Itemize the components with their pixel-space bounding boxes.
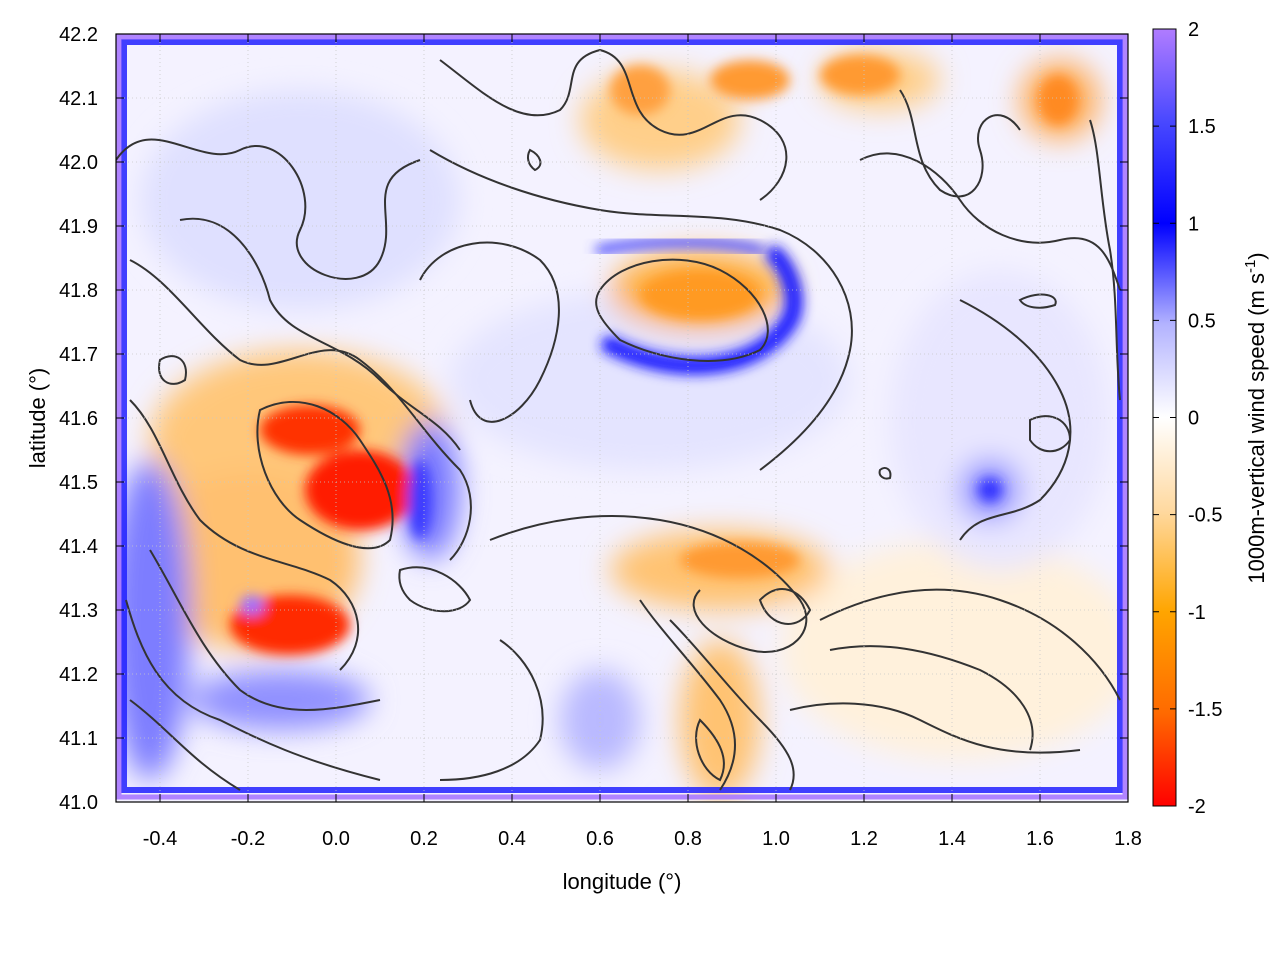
colorbar-tick-label: 0 xyxy=(1188,408,1199,430)
y-tick-label: 41.6 xyxy=(59,408,98,430)
contour-line xyxy=(526,148,542,172)
colorbar-tick-label: 1.5 xyxy=(1188,116,1216,138)
x-tick-label: 1.8 xyxy=(1114,828,1142,850)
heatmap-blob xyxy=(978,478,1002,502)
y-axis: 41.0 41.1 41.2 41.3 41.4 41.5 41.6 41.7 41.8 41.9… xyxy=(59,24,1128,814)
y-tick-label: 41.7 xyxy=(59,344,98,366)
heatmap-cores xyxy=(230,55,1078,655)
heatmap-blob xyxy=(116,460,190,780)
colorbar-tick-label: -2 xyxy=(1188,796,1206,818)
y-tick-label: 41.8 xyxy=(59,280,98,302)
y-tick-label: 41.3 xyxy=(59,600,98,622)
contour-line xyxy=(639,599,736,791)
x-axis-label: longitude (°) xyxy=(563,869,682,894)
colorbar-label-main: 1000m-vertical wind speed (m s xyxy=(1244,273,1269,584)
contour-line xyxy=(439,48,788,201)
heatmap-blob xyxy=(610,65,670,115)
contour-line xyxy=(819,588,1121,701)
heatmap-blob xyxy=(890,270,1110,570)
heatmap-blob xyxy=(450,290,850,470)
y-tick-label: 41.9 xyxy=(59,216,98,238)
heatmap-blob xyxy=(1038,75,1078,125)
colorbar-tick-label: 0.5 xyxy=(1188,310,1216,332)
terrain-contours xyxy=(116,48,1121,791)
colorbar-tick-label: 1 xyxy=(1188,213,1199,235)
y-tick-label: 41.0 xyxy=(59,792,98,814)
contour-line xyxy=(489,515,808,653)
heatmap-blob xyxy=(305,450,415,530)
colorbar-tick-label: 2 xyxy=(1188,19,1199,41)
x-axis: -0.4 -0.2 0.0 0.2 0.4 0.6 0.8 1.0 1.2 1.4 1.6 1.8 xyxy=(143,34,1142,850)
contour-line xyxy=(595,258,769,362)
contour-line xyxy=(1089,119,1121,401)
x-tick-label: -0.2 xyxy=(231,828,265,850)
x-tick-label: 0.2 xyxy=(410,828,438,850)
x-tick-label: 1.2 xyxy=(850,828,878,850)
x-tick-label: 0.4 xyxy=(498,828,526,850)
x-tick-label: 0.8 xyxy=(674,828,702,850)
x-tick-label: 1.0 xyxy=(762,828,790,850)
contour-line xyxy=(256,401,394,550)
contour-line xyxy=(439,639,544,781)
heatmap-blob xyxy=(260,405,360,455)
heatmap-field xyxy=(116,34,1128,802)
x-tick-label: 0.6 xyxy=(586,828,614,850)
contour-line xyxy=(695,718,725,782)
heatmap-arc xyxy=(595,237,765,255)
contour-line xyxy=(179,217,461,451)
y-tick-label: 41.5 xyxy=(59,472,98,494)
contour-line xyxy=(899,89,1021,198)
y-tick-label: 42.1 xyxy=(59,88,98,110)
y-tick-label: 41.1 xyxy=(59,728,98,750)
contour-line xyxy=(429,149,853,471)
contour-line xyxy=(789,702,1081,754)
heatmap-blob xyxy=(140,90,460,310)
heatmap-blob xyxy=(190,670,370,730)
contour-line xyxy=(859,152,1121,291)
x-tick-label: 1.6 xyxy=(1026,828,1054,850)
contour-line xyxy=(149,549,381,711)
heatmap-blob xyxy=(240,595,264,615)
colorbar-tick-label: -0.5 xyxy=(1188,505,1222,527)
heatmap-border xyxy=(116,34,1128,800)
heatmap-arc xyxy=(601,246,803,375)
heatmap-blob xyxy=(680,640,760,800)
heatmap-blob xyxy=(560,670,640,770)
x-tick-label: -0.4 xyxy=(143,828,177,850)
contour-line xyxy=(959,299,1072,541)
heatmap-border xyxy=(121,39,1123,793)
contour-line xyxy=(758,588,812,625)
colorbar-ticks: 2 1.5 1 0.5 0 -0.5 -1 -1.5 -2 xyxy=(1153,19,1222,818)
contour-line xyxy=(829,645,1034,751)
x-tick-label: 0.0 xyxy=(322,828,350,850)
y-tick-label: 42.0 xyxy=(59,152,98,174)
heatmap-blob xyxy=(820,55,900,95)
contour-line xyxy=(1018,293,1057,309)
colorbar-tick-label: -1.5 xyxy=(1188,699,1222,721)
colorbar-label-superscript: -1 xyxy=(1242,260,1259,273)
heatmap-blob xyxy=(408,460,432,540)
contour-line xyxy=(129,259,472,561)
colorbar-tick-label: -1 xyxy=(1188,602,1206,624)
colorbar-label: 1000m-vertical wind speed (m s-1) xyxy=(1242,252,1269,583)
heatmap-blob xyxy=(640,270,760,320)
contour-line xyxy=(398,566,472,613)
contour-line xyxy=(669,619,795,791)
colorbar: 2 1.5 1 0.5 0 -0.5 -1 -1.5 -2 1000m-vertical win… xyxy=(1152,19,1269,818)
contour-line xyxy=(116,138,421,280)
y-tick-label: 41.4 xyxy=(59,536,98,558)
contour-line xyxy=(129,399,359,671)
contour-line xyxy=(129,699,241,791)
contour-line xyxy=(125,599,381,781)
heatmap-blob xyxy=(710,60,790,100)
contour-line xyxy=(1029,415,1072,453)
colorbar-label-end: ) xyxy=(1244,252,1269,259)
y-axis-label: latitude (°) xyxy=(25,368,50,469)
y-tick-label: 41.2 xyxy=(59,664,98,686)
y-tick-label: 42.2 xyxy=(59,24,98,46)
contour-line xyxy=(878,467,892,480)
contour-line xyxy=(419,241,560,423)
x-tick-label: 1.4 xyxy=(938,828,966,850)
